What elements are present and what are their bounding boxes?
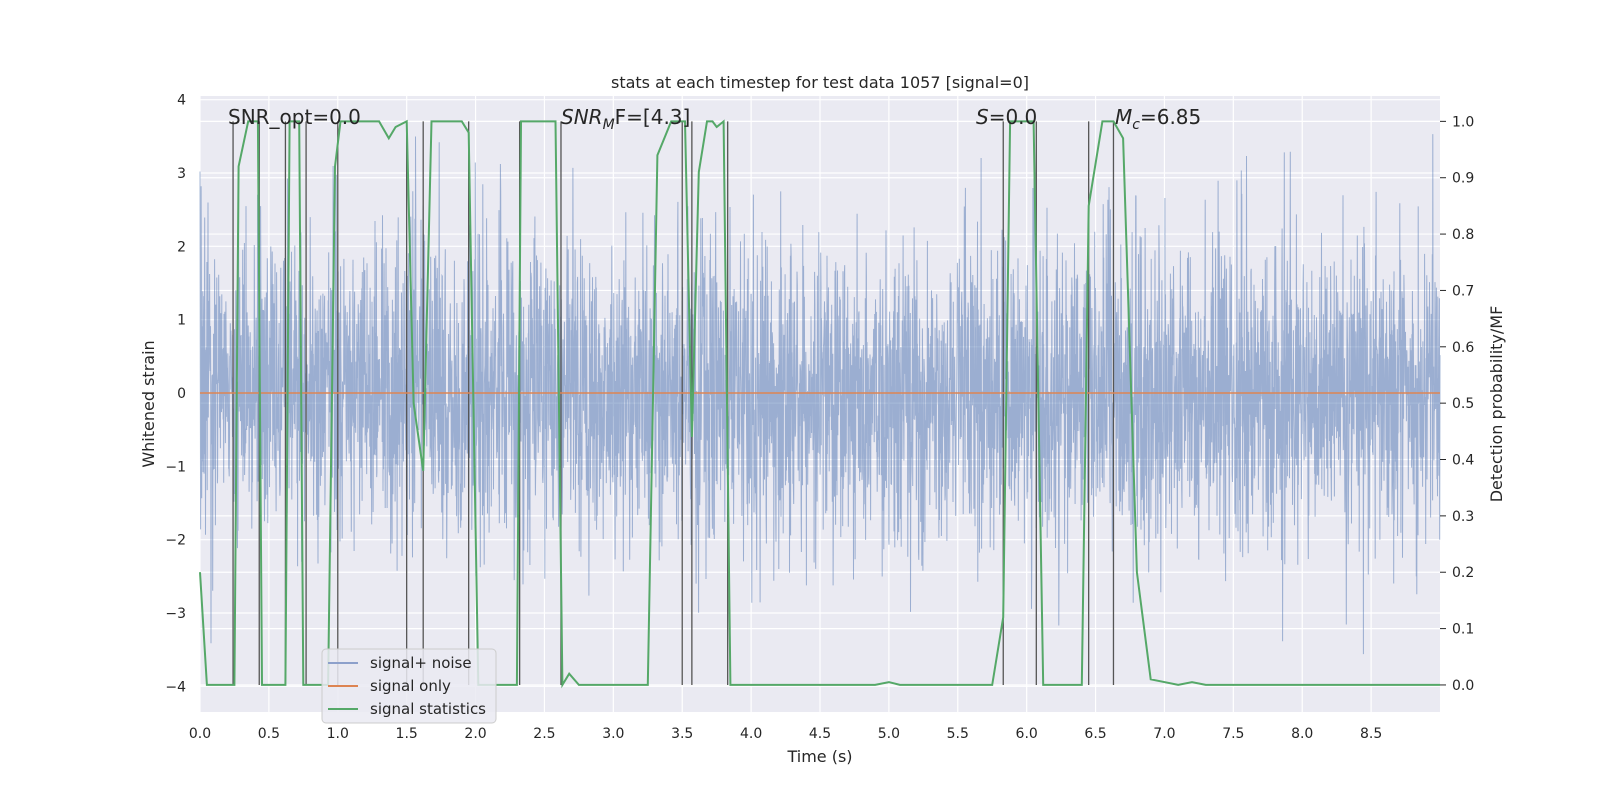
- x-tick-label: 0.5: [258, 726, 280, 742]
- x-tick-label: 3.5: [671, 726, 693, 742]
- signal-statistics-series: [199, 119, 1440, 689]
- x-tick-label: 7.5: [1222, 726, 1244, 742]
- y-right-tick-label: 0.9: [1452, 171, 1474, 187]
- tick-labels: 0.0 0.5 1.0 1.5 2.0 2.5 3.0 3.5 4.0 4.5 5.0 5.5 6.0 6…: [165, 93, 1474, 742]
- x-tick-label: 4.0: [740, 726, 762, 742]
- x-tick-label: 8.5: [1360, 726, 1382, 742]
- x-tick-label: 1.5: [396, 726, 418, 742]
- y-axis-left-label: Whitened strain: [139, 340, 158, 467]
- legend-label-signal: signal only: [370, 677, 451, 695]
- x-tick-label: 2.0: [464, 726, 486, 742]
- y-left-tick-label: 1: [177, 313, 186, 329]
- legend: signal+ noise signal only signal statist…: [321, 648, 497, 724]
- y-right-tick-label: 0.4: [1452, 453, 1474, 469]
- annotation-snr-opt: SNR_opt=0.0: [228, 105, 361, 129]
- annotation-s: S=0.0: [976, 105, 1037, 129]
- s-label: S: [976, 105, 989, 129]
- x-tick-label: 5.0: [878, 726, 900, 742]
- y-right-tick-label: 0.0: [1452, 678, 1474, 694]
- y-axis-right-label: Detection probability/MF: [1487, 306, 1506, 503]
- chart-title: stats at each timestep for test data 105…: [611, 73, 1029, 92]
- x-tick-label: 2.5: [533, 726, 555, 742]
- snr-mf-prefix: SNR: [561, 105, 603, 129]
- x-tick-label: 8.0: [1291, 726, 1313, 742]
- y-right-tick-label: 0.6: [1452, 340, 1474, 356]
- y-left-tick-label: −3: [165, 606, 186, 622]
- y-left-tick-label: 4: [177, 93, 186, 109]
- annotation-snr-mf: SNRMF=[4.3]: [561, 105, 690, 133]
- mc-value: =6.85: [1140, 105, 1201, 129]
- y-left-tick-label: −2: [165, 533, 186, 549]
- x-tick-label: 6.0: [1016, 726, 1038, 742]
- snr-mf-sub: M: [603, 117, 615, 133]
- y-right-tick-label: 0.2: [1452, 565, 1474, 581]
- y-right-tick-label: 1.0: [1452, 114, 1474, 130]
- y-right-tick-label: 0.7: [1452, 283, 1474, 299]
- x-tick-label: 3.0: [602, 726, 624, 742]
- x-axis-label: Time (s): [786, 747, 852, 766]
- y-left-tick-label: 3: [177, 166, 186, 182]
- legend-box: [321, 648, 497, 724]
- s-value: =0.0: [989, 105, 1038, 129]
- y-left-tick-label: 2: [177, 239, 186, 255]
- y-left-tick-label: −4: [165, 679, 186, 695]
- y-right-tick-label: 0.1: [1452, 622, 1474, 638]
- mc-sub: c: [1132, 117, 1140, 133]
- snr-mf-suffix: F=[4.3]: [615, 105, 691, 129]
- y-right-tick-label: 0.5: [1452, 396, 1474, 412]
- signal-statistics-line: [199, 119, 1440, 689]
- x-tick-label: 1.0: [327, 726, 349, 742]
- legend-label-noise: signal+ noise: [370, 654, 472, 672]
- x-tick-label: 7.0: [1153, 726, 1175, 742]
- y-right-tick-label: 0.8: [1452, 227, 1474, 243]
- legend-label-stats: signal statistics: [370, 700, 486, 718]
- y-left-tick-label: 0: [177, 386, 186, 402]
- annotation-mc: Mc=6.85: [1115, 105, 1201, 133]
- x-tick-label: 6.5: [1084, 726, 1106, 742]
- x-tick-label: 4.5: [809, 726, 831, 742]
- y-left-tick-label: −1: [165, 459, 186, 475]
- x-tick-label: 5.5: [947, 726, 969, 742]
- x-tick-label: 0.0: [189, 726, 211, 742]
- y-right-tick-label: 0.3: [1452, 509, 1474, 525]
- mc-label: M: [1115, 105, 1132, 129]
